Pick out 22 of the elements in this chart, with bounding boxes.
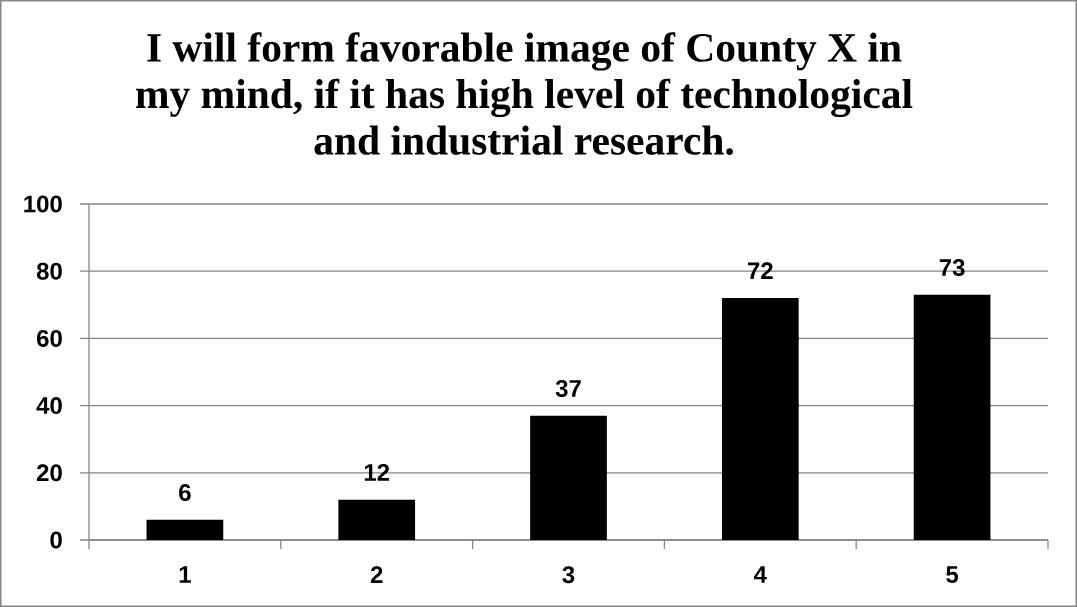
x-tick-label: 2 [370, 566, 383, 583]
data-label: 73 [939, 258, 965, 276]
y-tick-label: 100 [24, 195, 62, 213]
data-label: 12 [364, 463, 390, 481]
data-label: 72 [747, 262, 773, 280]
bar [338, 499, 416, 540]
x-tick-label: 3 [562, 566, 575, 584]
y-tick-label: 0 [50, 531, 62, 549]
data-label: 6 [179, 484, 191, 502]
y-tick-label: 20 [36, 464, 62, 482]
chart-title: I will form favorable image of County X in my mind, if it has high level of technological and industrial research. [136, 32, 913, 155]
bar [721, 298, 799, 540]
y-tick-label: 60 [36, 329, 62, 347]
x-tick-label: 1 [179, 566, 191, 583]
y-tick-label: 80 [36, 262, 62, 280]
bar [530, 415, 607, 540]
y-tick-label: 40 [36, 397, 62, 415]
bar [913, 294, 991, 540]
bar [146, 519, 224, 540]
x-tick-label: 4 [753, 566, 767, 583]
x-tick-label: 5 [946, 566, 959, 583]
data-label: 37 [555, 379, 581, 397]
